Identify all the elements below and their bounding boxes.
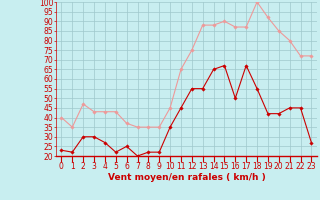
X-axis label: Vent moyen/en rafales ( km/h ): Vent moyen/en rafales ( km/h ): [108, 173, 265, 182]
